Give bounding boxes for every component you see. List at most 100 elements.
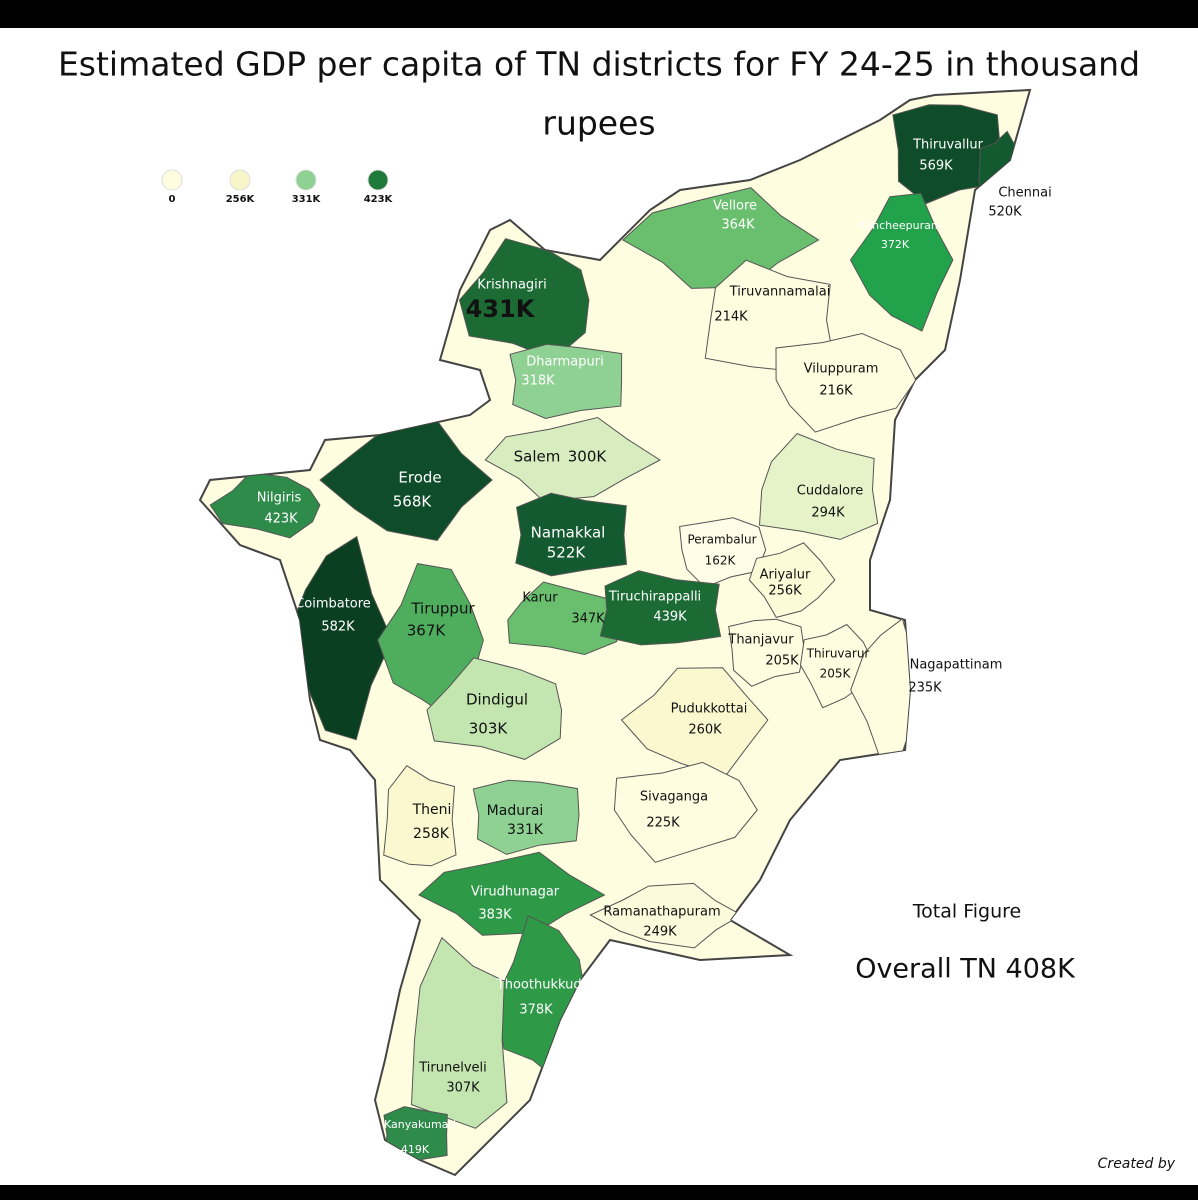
district-region <box>775 332 917 433</box>
district-name: Thiruvallur <box>912 138 983 153</box>
district-value: 235K <box>908 681 942 696</box>
district-value: 372K <box>881 238 910 251</box>
district-value: 522K <box>547 544 587 562</box>
district-region <box>484 416 661 502</box>
district-value: 216K <box>819 384 853 399</box>
credit: Created by <box>1098 1156 1176 1172</box>
district-name: Salem <box>514 448 561 466</box>
district-region <box>472 779 580 855</box>
district-name: Cuddalore <box>797 484 863 499</box>
district-value: 256K <box>768 584 802 599</box>
district-name: Krishnagiri <box>477 278 547 293</box>
summary-heading: Total Figure <box>912 901 1021 923</box>
district-name: Nilgiris <box>257 491 302 506</box>
district-value: 520K <box>988 205 1022 220</box>
district-region <box>849 192 954 332</box>
district-region <box>515 492 628 577</box>
district-value: 568K <box>393 493 433 511</box>
district-value: 214K <box>714 310 748 325</box>
district-value: 364K <box>721 218 755 233</box>
title: Estimated GDP per capita of TN districts… <box>58 45 1140 84</box>
district-value: 318K <box>521 374 555 389</box>
district-name: Dharmapuri <box>526 355 603 370</box>
district-name: Vellore <box>713 199 757 214</box>
district-region <box>728 618 805 687</box>
district-region <box>620 667 769 778</box>
district-region <box>507 581 618 656</box>
district-value: 162K <box>705 554 737 568</box>
district-region <box>758 433 879 540</box>
district-name: Kancheepuram <box>858 219 941 232</box>
district-name: Nagapattinam <box>910 658 1003 673</box>
district-name: Coimbatore <box>295 597 371 612</box>
district-name: Thanjavur <box>727 633 794 648</box>
district-name: Theni <box>412 802 452 818</box>
district-name: Viluppuram <box>804 362 879 377</box>
title: rupees <box>542 104 655 143</box>
district-region <box>383 765 457 867</box>
legend-label: 423K <box>364 194 394 205</box>
district-region <box>319 419 493 542</box>
district-value: 569K <box>919 159 953 174</box>
district-name: Karur <box>522 591 558 606</box>
district-value: 260K <box>688 723 722 738</box>
district-value: 205K <box>820 667 852 681</box>
district-name: Dindigul <box>466 691 528 709</box>
district-region <box>509 343 623 420</box>
district-region <box>209 472 321 539</box>
district-region <box>426 657 563 760</box>
district-value: 303K <box>469 720 509 738</box>
legend-swatch <box>295 169 317 191</box>
legend-label: 331K <box>292 194 322 205</box>
district-value: 378K <box>519 1003 553 1018</box>
district-value: 439K <box>653 610 687 625</box>
legend-swatch <box>229 169 251 191</box>
district-name: Erode <box>398 469 441 487</box>
legend-label: 256K <box>226 194 256 205</box>
summary-overall: Overall TN 408K <box>855 954 1076 985</box>
legend-swatch <box>367 169 389 191</box>
district-name: Madurai <box>487 803 544 819</box>
district-name: Ramanathapuram <box>603 905 720 920</box>
top-bar <box>0 0 1198 28</box>
district-name: Kanyakumari <box>384 1118 456 1131</box>
district-region <box>679 517 767 588</box>
district-name: Tiruvannamalai <box>729 285 831 300</box>
district-name: Tiruppur <box>410 600 475 618</box>
district-name: Sivaganga <box>640 790 708 805</box>
district-name: Namakkal <box>531 524 606 542</box>
district-value: 347K <box>571 612 605 627</box>
legend-label: 0 <box>169 194 176 205</box>
district-name: Chennai <box>998 186 1051 201</box>
district-value: 383K <box>478 908 512 923</box>
district-value: 300K <box>568 448 608 466</box>
district-name: Pudukkottai <box>671 702 748 717</box>
district-value: 423K <box>264 512 298 527</box>
bottom-bar <box>0 1185 1198 1200</box>
district-name: Ariyalur <box>760 568 811 583</box>
district-value: 331K <box>507 822 544 838</box>
district-value: 258K <box>413 826 450 842</box>
district-name: Tiruchirappalli <box>608 590 701 605</box>
district-value: 419K <box>401 1143 430 1156</box>
district-name: Perambalur <box>687 533 756 547</box>
district-region <box>589 882 743 949</box>
district-name: Thoothukkudi <box>496 978 585 993</box>
district-value: 225K <box>646 816 680 831</box>
district-name: Thiruvarur <box>806 647 870 661</box>
district-name: Virudhunagar <box>471 885 560 900</box>
district-name: Tirunelveli <box>418 1061 487 1076</box>
district-region <box>599 570 722 646</box>
district-value: 431K <box>466 295 536 323</box>
legend-swatch <box>161 169 183 191</box>
district-region <box>410 936 508 1129</box>
district-value: 249K <box>643 925 677 940</box>
district-region <box>613 761 758 863</box>
district-value: 294K <box>811 506 845 521</box>
district-value: 367K <box>407 622 447 640</box>
district-region <box>748 542 836 618</box>
district-value: 205K <box>765 654 799 669</box>
district-value: 582K <box>321 620 355 635</box>
